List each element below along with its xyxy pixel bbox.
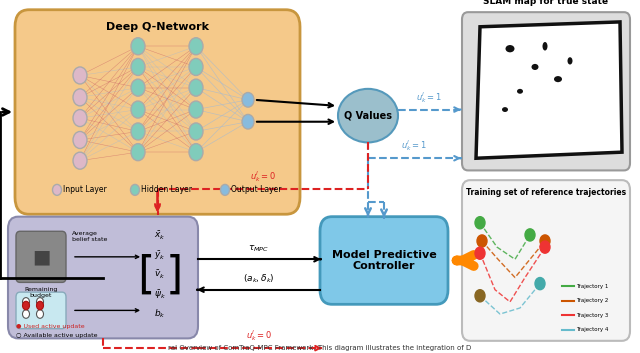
Text: $u^l_k=1$: $u^l_k=1$ <box>416 90 442 105</box>
Text: ]: ] <box>165 253 182 297</box>
Circle shape <box>73 152 87 169</box>
Text: ○ Available active update: ○ Available active update <box>16 334 97 339</box>
Circle shape <box>73 67 87 84</box>
Circle shape <box>36 298 44 306</box>
Circle shape <box>477 235 487 247</box>
Text: Trajectory 1: Trajectory 1 <box>576 283 609 288</box>
Text: Trajectory 2: Trajectory 2 <box>576 298 609 303</box>
Circle shape <box>73 131 87 149</box>
Text: [: [ <box>138 253 155 297</box>
FancyBboxPatch shape <box>462 180 630 341</box>
Circle shape <box>22 298 29 306</box>
Text: Model Predictive
Controller: Model Predictive Controller <box>332 250 436 271</box>
Ellipse shape <box>531 64 538 70</box>
Ellipse shape <box>502 107 508 112</box>
Circle shape <box>242 114 254 129</box>
Circle shape <box>131 59 145 76</box>
Ellipse shape <box>568 57 573 65</box>
Ellipse shape <box>554 76 562 82</box>
Text: ● Used active update: ● Used active update <box>16 324 84 329</box>
Circle shape <box>525 229 535 241</box>
Circle shape <box>189 79 203 96</box>
Circle shape <box>131 38 145 55</box>
Circle shape <box>131 101 145 118</box>
FancyBboxPatch shape <box>8 217 198 339</box>
FancyBboxPatch shape <box>15 10 300 214</box>
Circle shape <box>131 184 140 195</box>
Circle shape <box>189 123 203 140</box>
Circle shape <box>242 92 254 107</box>
Circle shape <box>131 79 145 96</box>
Ellipse shape <box>338 89 398 142</box>
Text: ral Overview of ComTraQ-MPC Framework. This diagram illustrates the integration : ral Overview of ComTraQ-MPC Framework. T… <box>168 345 472 351</box>
Circle shape <box>189 38 203 55</box>
Circle shape <box>475 247 485 259</box>
Text: $b_k$: $b_k$ <box>154 308 166 320</box>
Text: Hidden Layer: Hidden Layer <box>141 185 192 195</box>
Circle shape <box>540 235 550 247</box>
Text: Average
belief state: Average belief state <box>72 231 108 242</box>
FancyBboxPatch shape <box>320 217 448 304</box>
Circle shape <box>22 301 29 310</box>
Polygon shape <box>476 22 622 158</box>
Ellipse shape <box>517 89 523 94</box>
Circle shape <box>131 144 145 161</box>
Circle shape <box>73 109 87 127</box>
Text: $\bar{y}_k$: $\bar{y}_k$ <box>154 249 166 262</box>
Circle shape <box>189 144 203 161</box>
Circle shape <box>189 59 203 76</box>
Text: $u^l_k=1$: $u^l_k=1$ <box>401 138 427 153</box>
Text: Q Values: Q Values <box>344 110 392 121</box>
Circle shape <box>475 217 485 229</box>
Circle shape <box>73 89 87 106</box>
Circle shape <box>131 123 145 140</box>
Text: $\bar{x}_k$: $\bar{x}_k$ <box>154 230 166 242</box>
Text: $u^l_k=0$: $u^l_k=0$ <box>250 169 276 184</box>
Circle shape <box>221 184 230 195</box>
Text: Trajectory 4: Trajectory 4 <box>576 327 609 333</box>
Text: $\tau_{MPC}$: $\tau_{MPC}$ <box>248 244 269 255</box>
Circle shape <box>52 184 61 195</box>
Text: $\bar{v}_k$: $\bar{v}_k$ <box>154 269 166 281</box>
FancyBboxPatch shape <box>16 231 66 282</box>
Circle shape <box>36 310 44 318</box>
Ellipse shape <box>506 45 515 52</box>
Ellipse shape <box>543 42 547 50</box>
Text: $\bar{\psi}_k$: $\bar{\psi}_k$ <box>154 288 166 301</box>
Text: SLAM map for true state: SLAM map for true state <box>483 0 609 6</box>
Text: Remaining
budget: Remaining budget <box>24 287 58 298</box>
Text: Output Layer: Output Layer <box>231 185 282 195</box>
Text: ■: ■ <box>32 247 50 266</box>
Circle shape <box>189 101 203 118</box>
Circle shape <box>540 241 550 253</box>
Text: $(a_k, \delta_k)$: $(a_k, \delta_k)$ <box>243 272 275 285</box>
Circle shape <box>22 310 29 318</box>
Circle shape <box>535 277 545 290</box>
Circle shape <box>475 290 485 302</box>
Text: $u^l_k=0$: $u^l_k=0$ <box>246 328 272 343</box>
FancyBboxPatch shape <box>462 12 630 170</box>
Text: Trajectory 3: Trajectory 3 <box>576 313 609 318</box>
Text: Training set of reference trajectories: Training set of reference trajectories <box>466 188 626 197</box>
Text: Deep Q-Network: Deep Q-Network <box>106 22 209 32</box>
FancyBboxPatch shape <box>16 292 66 329</box>
Text: Input Layer: Input Layer <box>63 185 107 195</box>
Circle shape <box>36 301 44 310</box>
